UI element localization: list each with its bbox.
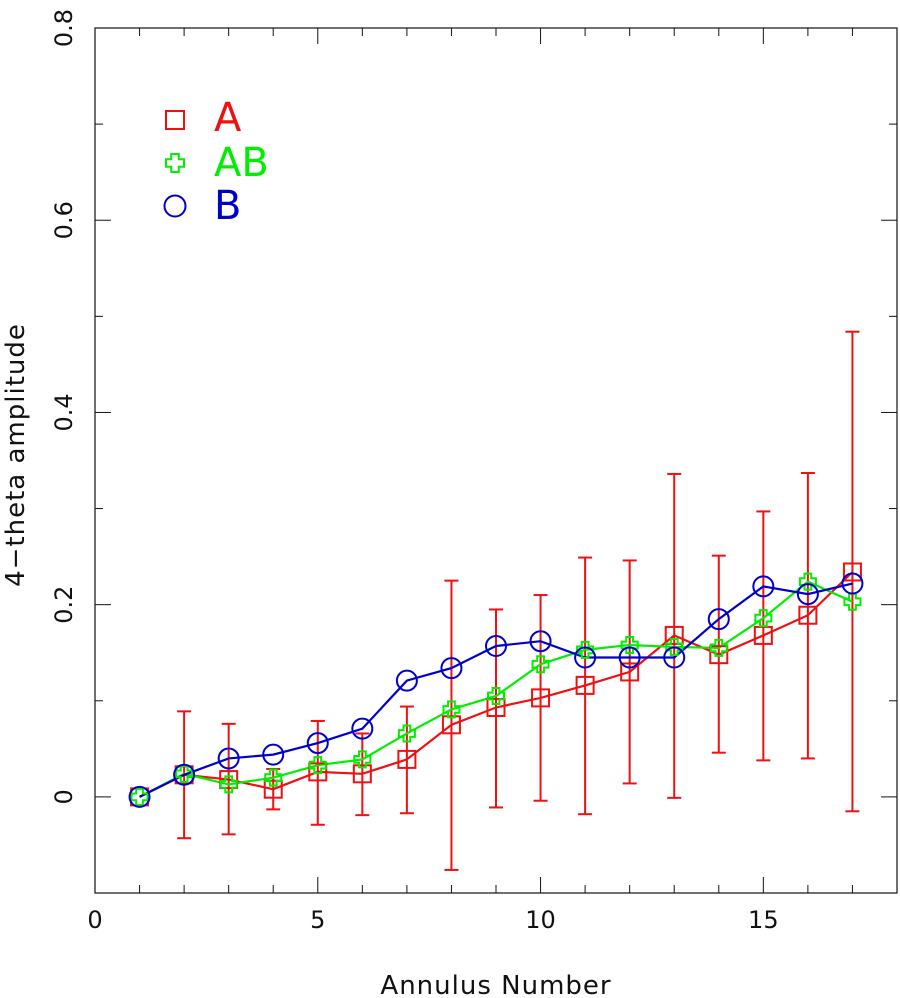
data-point-ab (843, 592, 862, 611)
data-point-ab (219, 775, 238, 794)
data-point-ab (264, 768, 283, 787)
y-tick-label: 0.4 (50, 393, 78, 431)
data-point-b (529, 630, 552, 653)
axis-ticks (94, 27, 898, 894)
data-point-b (351, 717, 374, 740)
data-point-ab (397, 724, 416, 743)
x-tick-label: 5 (310, 906, 325, 934)
axis-tick-labels: 0 5 10 15 0 0.2 0.4 0.6 0.8 (50, 9, 779, 934)
x-tick-label: 0 (87, 906, 102, 934)
data-point-ab (353, 750, 372, 769)
data-point-a (397, 749, 417, 769)
data-point-b (395, 669, 418, 692)
data-point-a (441, 715, 461, 735)
data-point-b (618, 646, 641, 669)
data-point-b (306, 732, 329, 755)
data-point-b (841, 572, 864, 595)
data-point-b (128, 785, 151, 808)
data-point-ab (576, 640, 595, 659)
y-tick-label: 0.6 (50, 201, 78, 239)
y-tick-label: 0.8 (50, 9, 78, 47)
legend-label-b: B (214, 183, 241, 229)
data-point-ab (798, 572, 817, 591)
data-point-a (620, 662, 640, 682)
legend-marker-ab (165, 153, 185, 173)
data-point-a (842, 562, 862, 582)
x-tick-label: 10 (525, 906, 556, 934)
legend-marker-b (163, 194, 187, 218)
data-point-ab (442, 700, 461, 719)
data-point-a (219, 770, 239, 790)
data-point-ab (531, 655, 550, 674)
data-point-ab (754, 609, 773, 628)
x-axis-title: Annulus Number (380, 971, 611, 998)
y-axis-title: 4−theta amplitude (1, 323, 31, 587)
legend-marker-a (165, 110, 185, 130)
data-point-b (574, 646, 597, 669)
data-point-b (217, 747, 240, 770)
data-point-b (752, 575, 775, 598)
data-point-ab (709, 638, 728, 657)
data-point-a (664, 625, 684, 645)
data-point-ab (308, 756, 327, 775)
x-tick-label: 15 (748, 906, 779, 934)
series-lines (139, 571, 854, 798)
data-point-a (308, 762, 328, 782)
series-line-b (139, 582, 853, 798)
data-point-a (486, 698, 506, 718)
data-point-ab (620, 636, 639, 655)
data-point-a (352, 764, 372, 784)
data-point-b (173, 763, 196, 786)
y-tick-label: 0 (50, 789, 78, 804)
data-point-a (575, 675, 595, 695)
data-point-a (263, 779, 283, 799)
legend-label-ab: AB (214, 140, 269, 186)
data-point-ab (487, 686, 505, 705)
legend-label-a: A (214, 95, 242, 141)
data-point-b (440, 657, 463, 680)
data-point-a (798, 605, 818, 625)
data-point-ab (665, 637, 684, 656)
data-point-b (485, 634, 507, 657)
series-line-a (139, 571, 854, 798)
data-point-b (707, 608, 730, 631)
data-point-a (531, 688, 551, 708)
y-tick-label: 0.2 (50, 586, 78, 624)
series-markers (128, 562, 864, 808)
error-bars (177, 330, 860, 871)
data-point-ab (130, 787, 149, 806)
series-line-ab (139, 580, 853, 798)
data-point-b (262, 743, 285, 766)
data-point-b (663, 646, 686, 669)
data-point-b (796, 583, 819, 606)
data-point-a (709, 645, 729, 665)
